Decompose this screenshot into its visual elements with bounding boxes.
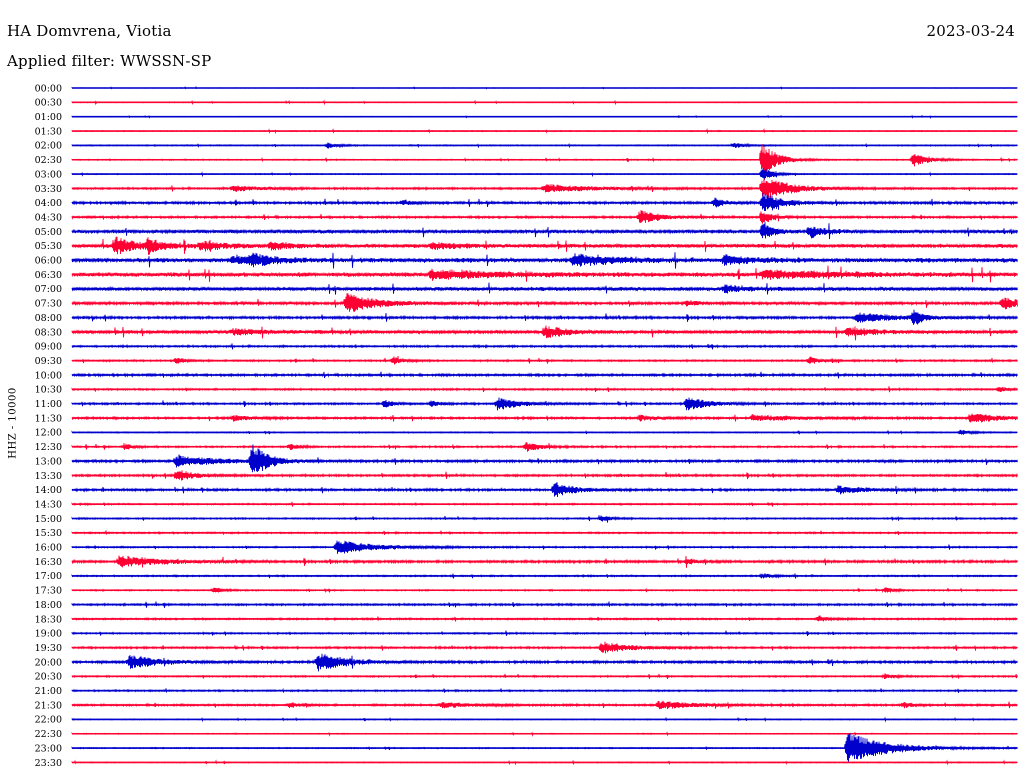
row-time-label: 05:00 — [35, 227, 62, 238]
row-time-label: 00:00 — [35, 83, 62, 94]
row-time-label: 09:30 — [35, 356, 62, 367]
row-time-label: 06:30 — [35, 270, 62, 281]
row-time-label: 19:00 — [35, 629, 62, 640]
row-time-label: 08:30 — [35, 327, 62, 338]
row-time-label: 18:00 — [35, 600, 62, 611]
row-time-label: 09:00 — [35, 342, 62, 353]
row-time-label: 01:00 — [35, 112, 62, 123]
row-time-label: 14:00 — [35, 485, 62, 496]
row-time-label: 19:30 — [35, 643, 62, 654]
row-time-label: 11:30 — [35, 413, 62, 424]
row-time-label: 20:30 — [35, 672, 62, 683]
row-time-label: 15:30 — [35, 528, 62, 539]
trace-row — [71, 144, 1018, 174]
trace-row — [71, 222, 1018, 240]
row-time-label: 00:30 — [35, 98, 62, 109]
row-time-label: 02:00 — [35, 141, 62, 152]
trace-rows — [71, 85, 1018, 766]
trace-row — [71, 325, 1018, 341]
row-time-label: 17:30 — [35, 586, 62, 597]
row-time-label: 13:00 — [35, 456, 62, 467]
row-time-label: 06:00 — [35, 256, 62, 267]
row-time-label: 17:00 — [35, 571, 62, 582]
row-time-label: 16:00 — [35, 543, 62, 554]
row-time-label: 03:00 — [35, 169, 62, 180]
row-time-label: 13:30 — [35, 471, 62, 482]
row-time-label: 16:30 — [35, 557, 62, 568]
filter-label: Applied filter: WWSSN-SP — [7, 52, 212, 70]
row-time-label: 10:00 — [35, 370, 62, 381]
row-time-label: 07:30 — [35, 299, 62, 310]
row-time-label: 12:00 — [35, 428, 62, 439]
row-time-label: 07:00 — [35, 284, 62, 295]
row-time-label: 11:00 — [35, 399, 62, 410]
row-time-label: 23:00 — [35, 743, 62, 754]
date-label: 2023-03-24 — [926, 22, 1015, 40]
row-time-label: 21:30 — [35, 700, 62, 711]
row-time-label: 20:00 — [35, 657, 62, 668]
row-time-label: 02:30 — [35, 155, 62, 166]
row-time-label: 22:00 — [35, 715, 62, 726]
row-time-label: 01:30 — [35, 126, 62, 137]
trace-row — [71, 192, 1018, 212]
row-time-label: 18:30 — [35, 614, 62, 625]
row-time-label: 04:30 — [35, 212, 62, 223]
row-time-label: 22:30 — [35, 729, 62, 740]
row-labels: 00:00 00:30 01:00 01:30 02:00 02:30 03:00 03:30… — [35, 83, 62, 768]
row-time-label: 05:30 — [35, 241, 62, 252]
row-time-label: 03:30 — [35, 184, 62, 195]
row-time-label: 14:30 — [35, 499, 62, 510]
row-time-label: 04:00 — [35, 198, 62, 209]
row-time-label: 10:30 — [35, 385, 62, 396]
row-time-label: 15:00 — [35, 514, 62, 525]
row-time-label: 21:00 — [35, 686, 62, 697]
station-title: HA Domvrena, Viotia — [7, 22, 172, 40]
row-time-label: 23:30 — [35, 758, 62, 769]
row-time-label: 08:00 — [35, 313, 62, 324]
row-time-label: 12:30 — [35, 442, 62, 453]
